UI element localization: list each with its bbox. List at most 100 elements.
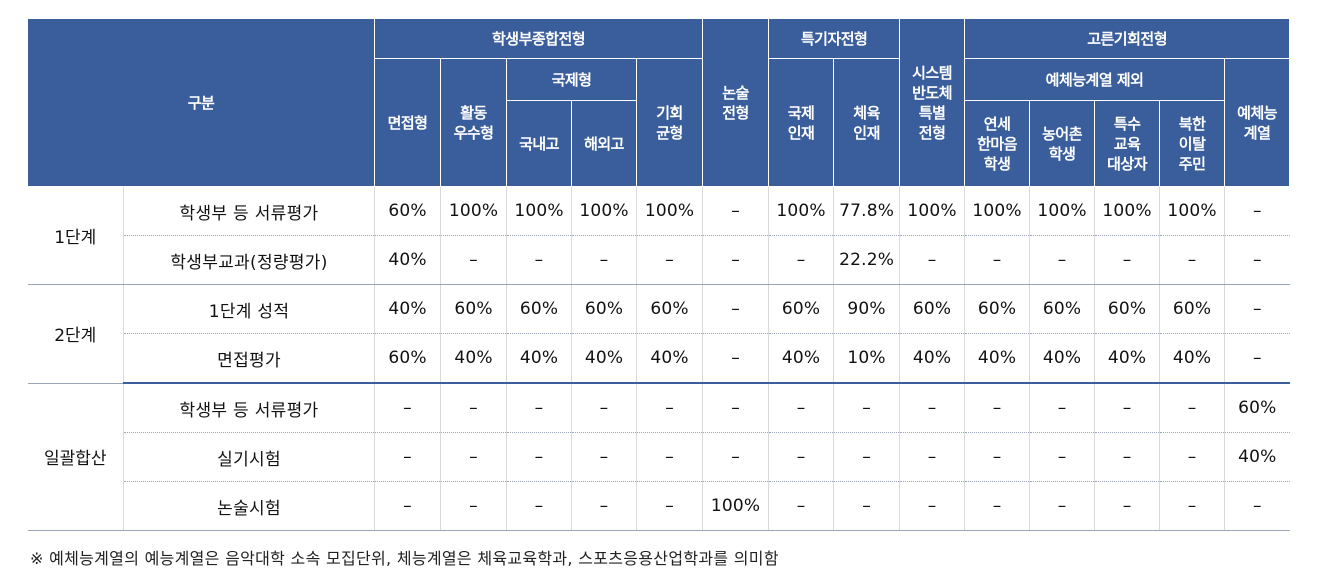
table-row: 실기시험 – – – – – – – – – – – – –40% [28, 432, 1290, 482]
header-special-edu: 특수 교육 대상자 [1094, 100, 1161, 187]
ratio-cell: – [768, 235, 835, 285]
ratio-cell: – [571, 383, 638, 433]
ratio-cell: – [702, 186, 770, 236]
ratio-cell: 40% [964, 333, 1031, 384]
ratio-cell: 60% [440, 284, 508, 334]
header-sports-talent-label: 체육 인재 [853, 103, 880, 142]
footnote: ※ 예체능계열의 예능계열은 음악대학 소속 모집단위, 체능계열은 체육교육학… [30, 549, 779, 568]
table-row: 1단계 학생부 등 서류평가 60% 100% 100% 100% 100% –100% 77.… [27, 186, 1290, 285]
ratio-cell: 40% [506, 333, 573, 384]
header-domestic: 국내고 [506, 100, 573, 187]
table-row: 학생부교과(정량평가) 40% – – – – – –22.2% – – – – – – [28, 235, 1290, 285]
ratio-cell: – [768, 481, 835, 531]
header-balance: 기회 균형 [636, 58, 704, 187]
ratio-cell: – [571, 235, 638, 285]
ratio-cell: – [1159, 235, 1226, 285]
ratio-cell: – [1094, 432, 1161, 482]
ratio-cell: 60% [571, 284, 638, 334]
header-yonsei-label: 연세 한마음 학생 [977, 114, 1018, 173]
header-activity-label: 활동 우수형 [453, 103, 494, 142]
header-arts-label: 예체능 계열 [1237, 103, 1278, 142]
ratio-cell: – [1224, 284, 1290, 334]
ratio-cell: – [899, 383, 966, 433]
ratio-cell: – [1224, 481, 1290, 531]
ratio-cell: – [1029, 383, 1096, 433]
ratio-cell: 40% [571, 333, 638, 384]
ratio-cell: 100% [768, 186, 835, 236]
header-equal-opportunity: 고른기회전형 [964, 18, 1291, 59]
ratio-cell: 100% [702, 481, 770, 531]
ratio-cell: – [964, 383, 1031, 433]
ratio-cell: – [440, 432, 508, 482]
header-special-edu-label: 특수 교육 대상자 [1107, 114, 1148, 173]
ratio-cell: 60% [374, 186, 442, 236]
ratio-cell: – [1029, 432, 1096, 482]
ratio-cell: – [964, 481, 1031, 531]
ratio-cell: – [1159, 383, 1226, 433]
header-intl-talent: 국제 인재 [768, 58, 835, 187]
ratio-cell: 40% [374, 235, 442, 285]
ratio-cell: 60% [964, 284, 1031, 334]
ratio-cell: – [702, 284, 770, 334]
ratio-cell: – [1094, 481, 1161, 531]
ratio-cell: – [833, 481, 901, 531]
header-intl-talent-label: 국제 인재 [787, 103, 815, 142]
criterion-label: 학생부 등 서류평가 [122, 383, 376, 433]
stage-label: 일괄합산 [27, 383, 124, 531]
header-system-semi-label: 시스템 반도체 특별 전형 [912, 63, 953, 142]
ratio-cell: 60% [506, 284, 573, 334]
table-row: 면접평가 60% 40% 40% 40% 40% –40% 10% 40% 40% 40% 40% 40… [28, 333, 1290, 384]
table-row: 논술시험 – – – – –100% – – – – – – – – [28, 481, 1290, 531]
ratio-cell: 100% [899, 186, 966, 236]
ratio-cell: – [636, 481, 704, 531]
ratio-cell: 40% [374, 284, 442, 334]
stage-label: 2단계 [27, 284, 124, 384]
ratio-cell: 100% [636, 186, 704, 236]
header-nk-label: 북한 이탈 주민 [1178, 114, 1206, 173]
header-nk: 북한 이탈 주민 [1159, 100, 1226, 187]
ratio-cell: 100% [1029, 186, 1096, 236]
ratio-cell: 40% [440, 333, 508, 384]
ratio-cell: 60% [1159, 284, 1226, 334]
ratio-cell: 40% [636, 333, 704, 384]
criterion-label: 학생부교과(정량평가) [122, 235, 376, 285]
ratio-cell: – [440, 383, 508, 433]
ratio-cell: 60% [899, 284, 966, 334]
criterion-label: 논술시험 [122, 481, 376, 531]
ratio-cell: – [636, 383, 704, 433]
ratio-cell: 40% [1159, 333, 1226, 384]
table-body: 1단계 학생부 등 서류평가 60% 100% 100% 100% 100% –100% 77.… [27, 186, 1290, 531]
ratio-cell: – [702, 333, 770, 384]
ratio-cell: 100% [1159, 186, 1226, 236]
ratio-cell: 60% [768, 284, 835, 334]
ratio-cell: – [1029, 481, 1096, 531]
ratio-cell: – [1224, 333, 1290, 384]
ratio-cell: – [506, 235, 573, 285]
ratio-cell: – [702, 432, 770, 482]
stage-label: 1단계 [27, 186, 124, 285]
ratio-cell: 60% [374, 333, 442, 384]
ratio-cell: – [899, 432, 966, 482]
header-farm-label: 농어촌 학생 [1042, 124, 1083, 163]
ratio-cell: – [1159, 481, 1226, 531]
ratio-cell: 60% [1094, 284, 1161, 334]
ratio-cell: – [964, 235, 1031, 285]
ratio-cell: – [833, 432, 901, 482]
criterion-label: 면접평가 [122, 333, 376, 384]
header-student-comprehensive: 학생부종합전형 [374, 18, 704, 59]
ratio-cell: – [1224, 235, 1290, 285]
ratio-cell: – [1094, 235, 1161, 285]
header-farm: 농어촌 학생 [1029, 100, 1096, 187]
ratio-cell: 100% [1094, 186, 1161, 236]
criterion-label: 1단계 성적 [122, 284, 376, 334]
header-international: 국제형 [506, 58, 638, 101]
ratio-cell: – [636, 235, 704, 285]
ratio-cell: – [506, 481, 573, 531]
ratio-cell: – [1224, 186, 1290, 236]
ratio-cell: 77.8% [833, 186, 901, 236]
header-yonsei: 연세 한마음 학생 [964, 100, 1031, 187]
ratio-cell: – [768, 383, 835, 433]
header-balance-label: 기회 균형 [656, 103, 683, 142]
ratio-cell: – [833, 383, 901, 433]
